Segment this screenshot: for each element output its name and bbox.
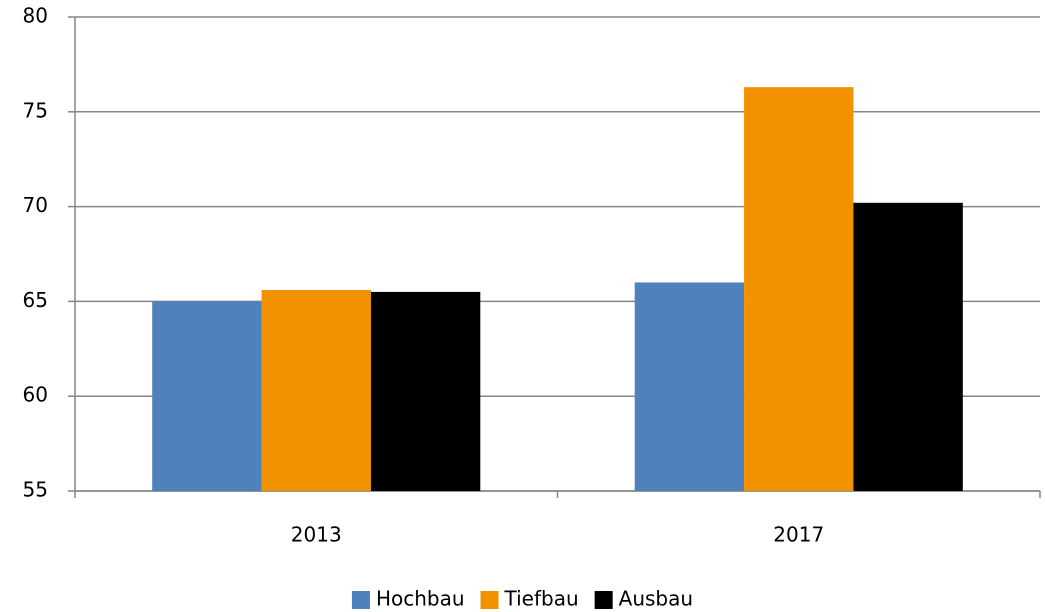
bar (853, 202, 963, 492)
y-tick-label: 70 (23, 193, 48, 217)
bar (261, 290, 371, 491)
legend-label: Ausbau (619, 587, 693, 611)
y-tick-label: 60 (23, 383, 48, 407)
bar (634, 282, 745, 491)
bar (744, 87, 854, 491)
legend-label: Tiefbau (504, 587, 579, 611)
legend-label: Hochbau (376, 587, 465, 611)
bar (370, 291, 481, 491)
bar (152, 301, 262, 491)
y-tick-label: 65 (23, 288, 48, 312)
x-tick-label: 2013 (291, 523, 342, 547)
x-tick-label: 2017 (773, 523, 824, 547)
legend-swatch (351, 591, 370, 609)
y-tick-label: 75 (23, 98, 48, 122)
y-tick-label: 80 (23, 4, 48, 28)
legend-swatch (594, 591, 613, 609)
legend-swatch (480, 591, 499, 609)
y-tick-label: 55 (23, 478, 48, 502)
